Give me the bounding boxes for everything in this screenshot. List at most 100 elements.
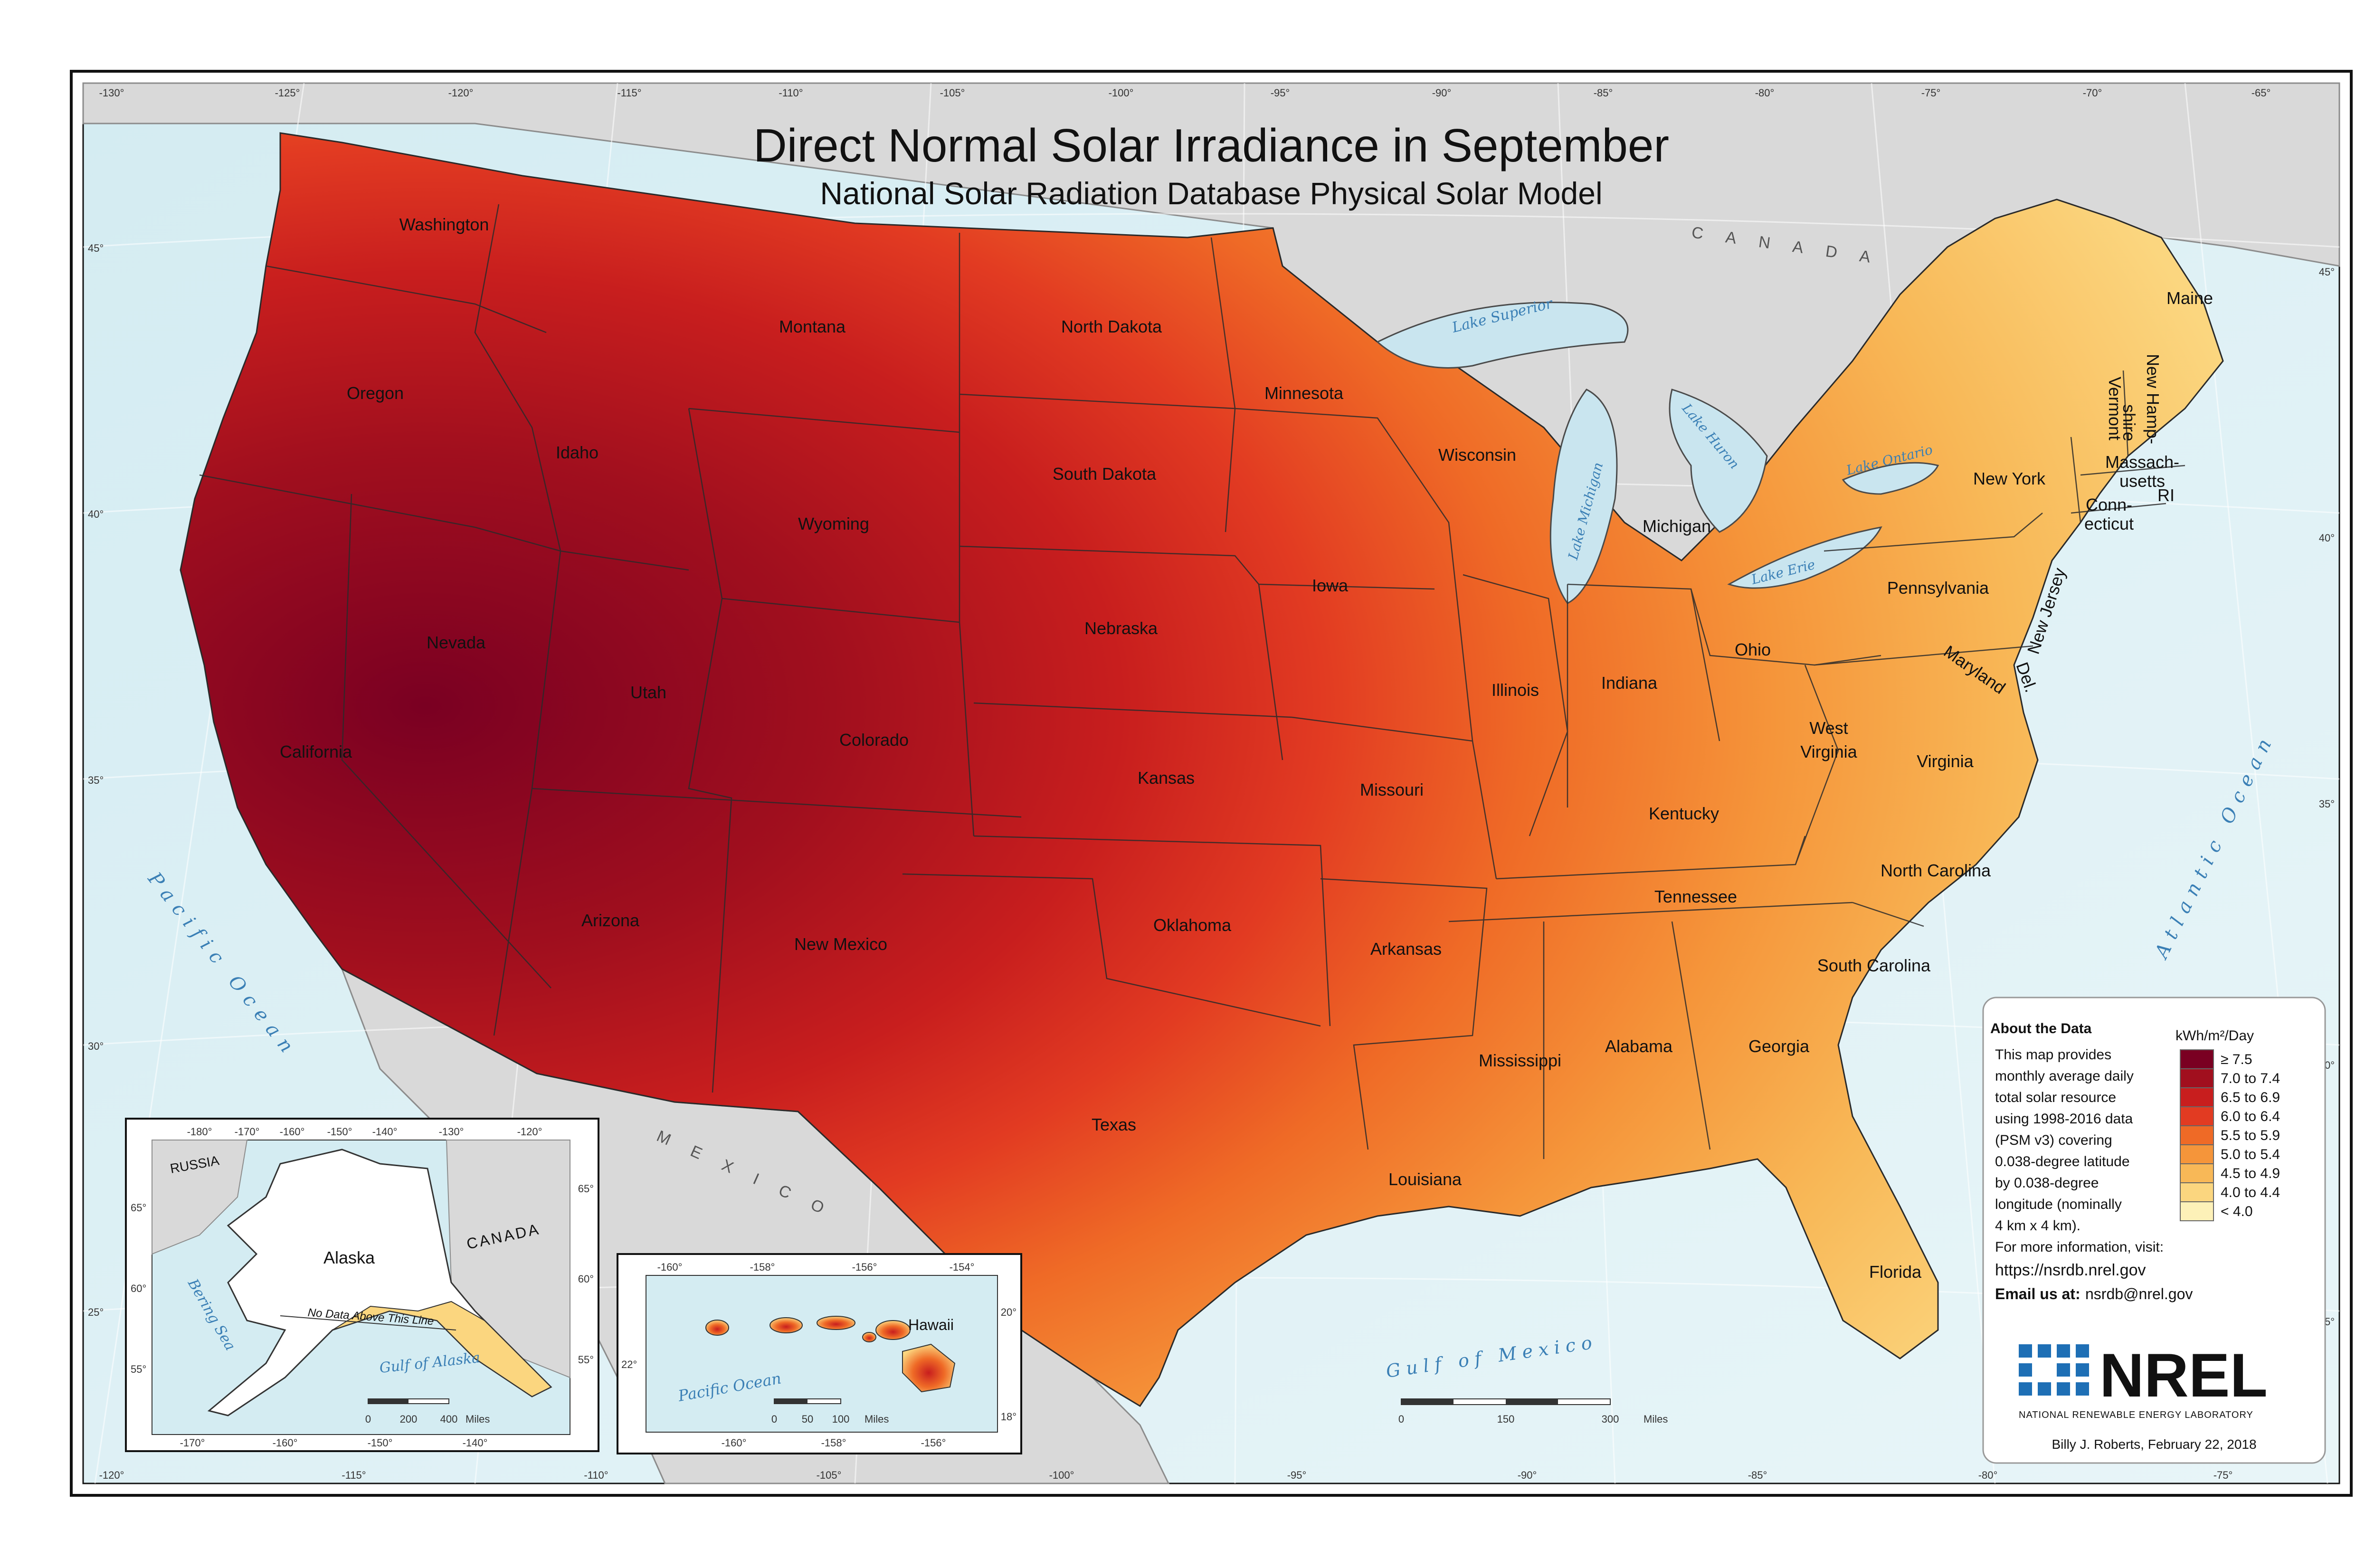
about-line: (PSM v3) covering — [1995, 1132, 2112, 1148]
scale-label: 0 — [1398, 1413, 1404, 1425]
alaska-top-tick: -170° — [235, 1126, 260, 1138]
hawaii-inset: Hawaii Pacific Ocean -160° -158° -156° -… — [617, 1253, 1022, 1454]
alaska-top-tick: -140° — [372, 1126, 398, 1138]
bottom-tick: -115° — [342, 1469, 366, 1481]
alaska-bottom-tick: -150° — [368, 1437, 393, 1449]
hawaii-top-tick: -156° — [852, 1261, 877, 1273]
state-label-florida: Florida — [1869, 1262, 1922, 1282]
bottom-longitude-ticks: -120° -115° -110° -105° -100° -95° -90° … — [99, 1469, 2233, 1481]
about-line: longitude (nominally — [1995, 1197, 2122, 1212]
map-credit: Billy J. Roberts, February 22, 2018 — [2052, 1437, 2256, 1452]
nsrdb-link[interactable]: https://nsrdb.nrel.gov — [1995, 1261, 2146, 1279]
alaska-scale-label: 200 — [400, 1413, 418, 1425]
legend-swatch-4.0-4.4 — [2180, 1182, 2214, 1202]
state-label-illinois: Illinois — [1492, 680, 1539, 700]
bottom-tick: -120° — [99, 1469, 124, 1481]
state-label-virginia: Virginia — [1917, 751, 1974, 771]
left-tick: 40° — [88, 508, 104, 520]
state-label-missouri: Missouri — [1360, 780, 1424, 799]
hawaii-bottom-tick: -156° — [921, 1437, 946, 1449]
alaska-top-tick: -130° — [439, 1126, 464, 1138]
state-label-kentucky: Kentucky — [1649, 804, 1719, 823]
top-longitude-ticks: -130° -125° -120° -115° -110° -105° -100… — [99, 87, 2271, 99]
legend-swatch-6.0-6.4 — [2180, 1106, 2214, 1126]
nrel-full-name: NATIONAL RENEWABLE ENERGY LABORATORY — [2019, 1410, 2253, 1420]
state-label-iowa: Iowa — [1312, 576, 1349, 595]
bottom-tick: -85° — [1748, 1469, 1767, 1481]
state-label-kansas: Kansas — [1138, 768, 1195, 788]
about-line: using 1998-2016 data — [1995, 1111, 2133, 1127]
nrel-wordmark: NREL — [2100, 1340, 2268, 1410]
state-label-louisiana: Louisiana — [1388, 1169, 1462, 1189]
top-tick: -105° — [940, 87, 965, 99]
state-label-north-carolina: North Carolina — [1881, 861, 1991, 880]
about-line: 4 km x 4 km). — [1995, 1218, 2080, 1234]
legend-label: 7.0 to 7.4 — [2221, 1071, 2280, 1086]
legend-swatch-5.5-5.9 — [2180, 1125, 2214, 1145]
about-line: by 0.038-degree — [1995, 1175, 2099, 1191]
state-label-mississippi: Mississippi — [1479, 1051, 1561, 1070]
right-tick: 40° — [2319, 532, 2335, 544]
top-tick: -90° — [1432, 87, 1452, 99]
alaska-bottom-tick: -170° — [180, 1437, 205, 1449]
map-subtitle: National Solar Radiation Database Physic… — [820, 176, 1602, 211]
legend-label: < 4.0 — [2221, 1204, 2253, 1219]
alaska-bottom-tick: -160° — [273, 1437, 298, 1449]
email-label: Email us at: — [1995, 1285, 2080, 1302]
scale-label: 150 — [1497, 1413, 1515, 1425]
hawaii-scale-label: 50 — [802, 1413, 813, 1425]
alaska-right-tick: 65° — [578, 1183, 594, 1195]
state-label-arizona: Arizona — [581, 911, 640, 930]
hawaii-scale-label: 0 — [771, 1413, 777, 1425]
legend-label: 4.0 to 4.4 — [2221, 1185, 2280, 1200]
bottom-tick: -75° — [2214, 1469, 2233, 1481]
top-tick: -95° — [1271, 87, 1290, 99]
state-label-nevada: Nevada — [427, 633, 486, 652]
about-line: This map provides — [1995, 1047, 2111, 1063]
alaska-bottom-tick: -140° — [463, 1437, 488, 1449]
top-tick: -85° — [1594, 87, 1613, 99]
about-line: 0.038-degree latitude — [1995, 1154, 2130, 1169]
state-label-georgia: Georgia — [1748, 1036, 1810, 1056]
state-label-nebraska: Nebraska — [1084, 618, 1158, 638]
state-label-maine: Maine — [2166, 288, 2213, 308]
left-tick: 30° — [88, 1040, 104, 1052]
great-lakes — [1376, 302, 1939, 604]
state-label-new-hampshire-line1: New Hamp- — [2143, 354, 2163, 444]
state-label-utah: Utah — [630, 683, 666, 702]
alaska-right-tick: 55° — [578, 1354, 594, 1366]
alaska-label: Alaska — [323, 1248, 375, 1267]
left-tick: 35° — [88, 774, 104, 786]
alaska-coast-data — [332, 1301, 552, 1397]
legend-label: 5.5 to 5.9 — [2221, 1128, 2280, 1143]
state-label-south-dakota: South Dakota — [1053, 464, 1157, 484]
legend-swatch-7.5-plus — [2180, 1049, 2214, 1069]
about-heading: About the Data — [1990, 1021, 2092, 1036]
legend-swatch-below-4.0 — [2180, 1201, 2214, 1221]
state-label-wisconsin: Wisconsin — [1438, 445, 1516, 465]
state-label-new-york: New York — [1973, 469, 2046, 488]
alaska-scale-label: Miles — [466, 1413, 490, 1425]
scale-label: Miles — [1644, 1413, 1668, 1425]
legend-swatch-7.0-7.4 — [2180, 1068, 2214, 1088]
hawaii-top-tick: -158° — [750, 1261, 775, 1273]
top-tick: -125° — [275, 87, 300, 99]
state-borders — [199, 204, 2185, 1159]
legend-label: 6.0 to 6.4 — [2221, 1109, 2280, 1124]
top-tick: -120° — [448, 87, 474, 99]
top-tick: -80° — [1755, 87, 1775, 99]
state-label-alabama: Alabama — [1605, 1036, 1673, 1056]
hawaii-top-tick: -154° — [950, 1261, 975, 1273]
hawaii-bottom-tick: -158° — [821, 1437, 846, 1449]
state-label-west-virginia-line1: West — [1809, 718, 1848, 738]
top-tick: -115° — [617, 87, 641, 99]
legend-swatch-4.5-4.9 — [2180, 1163, 2214, 1183]
nrel-sun-icon — [2019, 1344, 2089, 1396]
state-label-texas: Texas — [1092, 1115, 1136, 1134]
state-label-wyoming: Wyoming — [798, 514, 869, 533]
bottom-tick: -95° — [1287, 1469, 1307, 1481]
scale-label: 300 — [1602, 1413, 1619, 1425]
email-link[interactable]: nsrdb@nrel.gov — [2085, 1285, 2193, 1302]
alaska-top-tick: -150° — [327, 1126, 352, 1138]
